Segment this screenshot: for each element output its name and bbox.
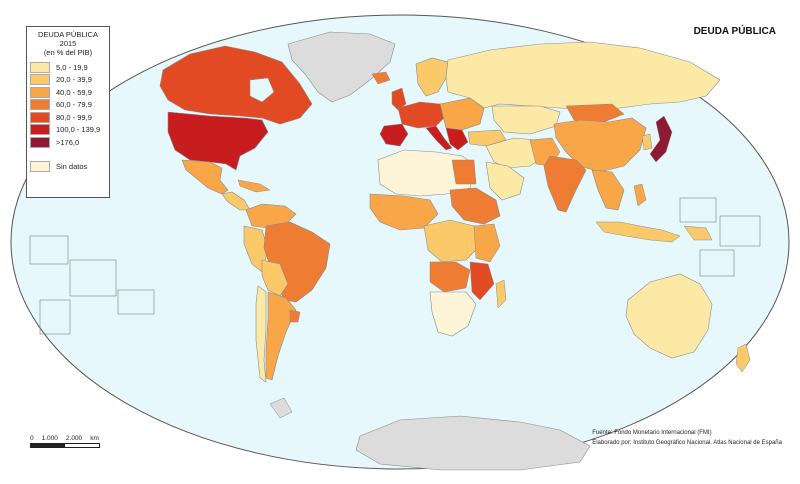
legend-label: 80,0 - 99,9	[56, 112, 92, 122]
legend-item: 5,0 - 19,9	[27, 61, 109, 74]
scale-label: 0	[30, 435, 34, 442]
antarctica	[355, 415, 591, 471]
iberia	[379, 123, 409, 147]
legend-swatch	[30, 86, 50, 98]
central-asia	[491, 105, 561, 135]
map-title: DEUDA PÚBLICA	[693, 26, 776, 37]
east-africa	[473, 223, 501, 263]
angola	[429, 261, 471, 293]
scale-label: 2.000	[65, 435, 83, 442]
legend-item: >176,0	[27, 136, 109, 149]
legend-item: 20,0 - 39,9	[27, 74, 109, 87]
map-legend: DEUDA PÚBLICA 2015 (en % del PIB) 5,0 - …	[26, 26, 110, 198]
legend-heading-line2: 2015	[59, 39, 77, 48]
australia	[625, 273, 713, 359]
scale-label: km	[90, 435, 99, 442]
legend-classes: 5,0 - 19,9 20,0 - 39,9 40,0 - 59,9 60,0 - 7…	[27, 61, 109, 149]
legend-swatch	[30, 124, 50, 136]
central-africa	[423, 219, 481, 263]
mongolia	[565, 103, 625, 123]
legend-heading-line3: (en % del PIB)	[43, 48, 93, 57]
indonesia	[595, 221, 681, 243]
legend-item: 60,0 - 79,9	[27, 99, 109, 112]
legend-no-data: Sin datos	[27, 160, 109, 172]
west-africa	[369, 193, 439, 231]
italy	[425, 125, 453, 151]
legend-label: 100,0 - 139,9	[56, 125, 101, 135]
legend-swatch	[30, 61, 50, 73]
legend-swatch	[30, 74, 50, 86]
india	[543, 155, 587, 213]
legend-label: 60,0 - 79,9	[56, 100, 92, 110]
canada	[159, 45, 313, 125]
egypt	[451, 159, 477, 185]
western-europe	[397, 101, 447, 129]
chile	[255, 285, 267, 383]
legend-title: DEUDA PÚBLICA 2015 (en % del PIB)	[27, 30, 109, 57]
legend-label: 5,0 - 19,9	[56, 62, 88, 72]
east-africa-horn	[449, 187, 501, 225]
credits-line: Elaborado por: Instituto Geográfico Naci…	[592, 440, 782, 446]
uruguay	[289, 309, 301, 323]
scale-line	[30, 443, 100, 448]
legend-item: 80,0 - 99,9	[27, 111, 109, 124]
papua	[683, 225, 713, 241]
no-data-swatch	[30, 160, 50, 172]
antarctic-peninsula	[269, 397, 293, 419]
pacific-eez-boxes	[29, 197, 761, 335]
legend-swatch	[30, 99, 50, 111]
legend-heading-line1: DEUDA PÚBLICA	[37, 30, 99, 39]
new-zealand	[735, 343, 751, 373]
colombia-venezuela	[245, 203, 297, 229]
source-credits: Fuente: Fondo Monetario Internacional (F…	[592, 428, 782, 448]
legend-item: 100,0 - 139,9	[27, 124, 109, 137]
madagascar	[495, 279, 507, 309]
legend-label: 20,0 - 39,9	[56, 75, 92, 85]
japan	[649, 115, 673, 163]
source-line: Fuente: Fondo Monetario Internacional (F…	[592, 430, 712, 436]
legend-label: >176,0	[56, 137, 80, 147]
russia	[445, 41, 721, 111]
balkans	[445, 127, 469, 151]
north-africa	[377, 149, 475, 197]
legend-swatch	[30, 111, 50, 123]
scale-labels: 0 1.000 2.000 km	[30, 435, 100, 442]
mozambique	[469, 261, 495, 301]
greenland	[287, 31, 396, 103]
no-data-label: Sin datos	[56, 161, 88, 171]
argentina	[265, 291, 297, 381]
iceland	[371, 71, 391, 85]
hudson-bay	[249, 77, 275, 103]
mexico	[181, 159, 229, 195]
philippines	[633, 183, 647, 207]
southeast-asia	[591, 169, 625, 211]
scandinavia	[415, 57, 449, 97]
caribbean	[237, 179, 271, 193]
legend-item: 40,0 - 59,9	[27, 86, 109, 99]
legend-swatch	[30, 136, 50, 148]
arabia	[485, 161, 525, 201]
scale-bar: 0 1.000 2.000 km	[30, 435, 100, 448]
legend-label: 40,0 - 59,9	[56, 87, 92, 97]
southern-africa	[429, 291, 477, 337]
china	[553, 117, 647, 173]
korea	[641, 133, 653, 151]
usa	[167, 111, 269, 171]
scale-label: 1.000	[41, 435, 58, 442]
